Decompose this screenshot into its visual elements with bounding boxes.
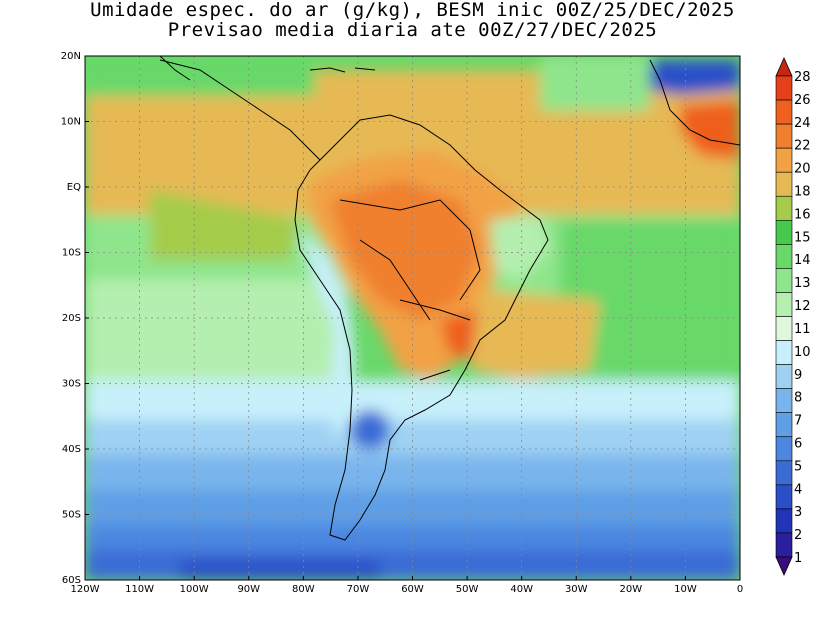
x-tick-label: 120W — [71, 584, 100, 595]
colorbar-segment — [775, 532, 793, 558]
colorbar-label: 22 — [794, 139, 811, 154]
colorbar-label: 13 — [794, 276, 811, 291]
x-tick-label: 60W — [401, 584, 424, 595]
colorbar-segment — [775, 99, 793, 125]
colorbar-segment — [775, 195, 793, 221]
colorbar-label: 2 — [794, 528, 802, 543]
colorbar-label: 14 — [794, 253, 811, 268]
chart-title: Umidade espec. do ar (g/kg), BESM inic 0… — [0, 0, 825, 40]
colorbar-label: 18 — [794, 185, 811, 200]
colorbar-label: 12 — [794, 299, 811, 314]
y-tick-label: 60S — [62, 575, 81, 586]
y-tick-label: 10N — [61, 117, 81, 128]
y-tick-label: 20N — [61, 51, 81, 62]
x-tick-label: 110W — [125, 584, 154, 595]
colorbar-label: 15 — [794, 230, 811, 245]
x-tick-label: 30W — [565, 584, 588, 595]
x-tick-label: 40W — [510, 584, 533, 595]
colorbar-label: 20 — [794, 162, 811, 177]
x-tick-label: 80W — [292, 584, 315, 595]
map-grid — [85, 56, 740, 580]
y-axis: 20N 10N EQ 10S 20S 30S 40S 50S 60S — [61, 51, 89, 586]
y-tick-label: EQ — [67, 182, 81, 193]
colorbar-label: 16 — [794, 207, 811, 222]
colorbar-segment — [775, 244, 793, 269]
y-tick-label: 10S — [62, 248, 81, 259]
colorbar-segment — [775, 340, 793, 365]
colorbar-label: 4 — [794, 482, 802, 497]
x-tick-label: 100W — [180, 584, 209, 595]
x-tick-label: 0 — [737, 584, 743, 595]
colorbar-segment — [775, 412, 793, 438]
x-axis: 120W 110W 100W 90W 80W 70W 60W 50W 40W 30W 20W 10W 0 — [71, 576, 743, 595]
x-tick-label: 70W — [347, 584, 370, 595]
colorbar-label: 9 — [794, 368, 802, 383]
title-line-2: Previsao media diaria ate 00Z/27/DEC/202… — [167, 19, 658, 41]
colorbar-max-arrow — [775, 57, 793, 77]
colorbar-segment — [775, 292, 793, 317]
colorbar-segment — [775, 171, 793, 197]
colorbar-segment — [775, 436, 793, 462]
colorbar-label: 7 — [794, 414, 802, 429]
y-tick-label: 20S — [62, 313, 81, 324]
colorbar-label: 26 — [794, 93, 811, 108]
colorbar-segment — [775, 268, 793, 293]
coastlines — [159, 55, 741, 541]
colorbar-segment — [775, 484, 793, 510]
colorbar-label: 28 — [794, 70, 811, 85]
y-tick-label: 50S — [62, 510, 81, 521]
colorbar-label: 24 — [794, 116, 811, 131]
colorbar-label: 1 — [794, 551, 802, 566]
colorbar-segment — [775, 220, 793, 245]
y-tick-label: 40S — [62, 444, 81, 455]
x-tick-label: 10W — [674, 584, 697, 595]
colorbar-label: 6 — [794, 436, 802, 451]
colorbar-segment — [775, 75, 793, 101]
colorbar-segment — [775, 508, 793, 534]
colorbar-label: 10 — [794, 345, 811, 360]
title-line-1: Umidade espec. do ar (g/kg), BESM inic 0… — [90, 0, 735, 21]
colorbar-segment — [775, 388, 793, 413]
x-tick-label: 50W — [456, 584, 479, 595]
x-tick-label: 20W — [620, 584, 643, 595]
colorbar-label: 3 — [794, 505, 802, 520]
colorbar-segment — [775, 460, 793, 486]
colorbar-segment — [775, 364, 793, 389]
y-tick-label: 30S — [62, 379, 81, 390]
colorbar-segment — [775, 147, 793, 173]
colorbar-label: 11 — [794, 322, 811, 337]
colorbar-segment — [775, 123, 793, 149]
x-tick-label: 90W — [237, 584, 260, 595]
colorbar-label: 5 — [794, 459, 802, 474]
colorbar-label: 8 — [794, 391, 802, 406]
colorbar-min-arrow — [775, 556, 793, 576]
colorbar-segment — [775, 316, 793, 341]
